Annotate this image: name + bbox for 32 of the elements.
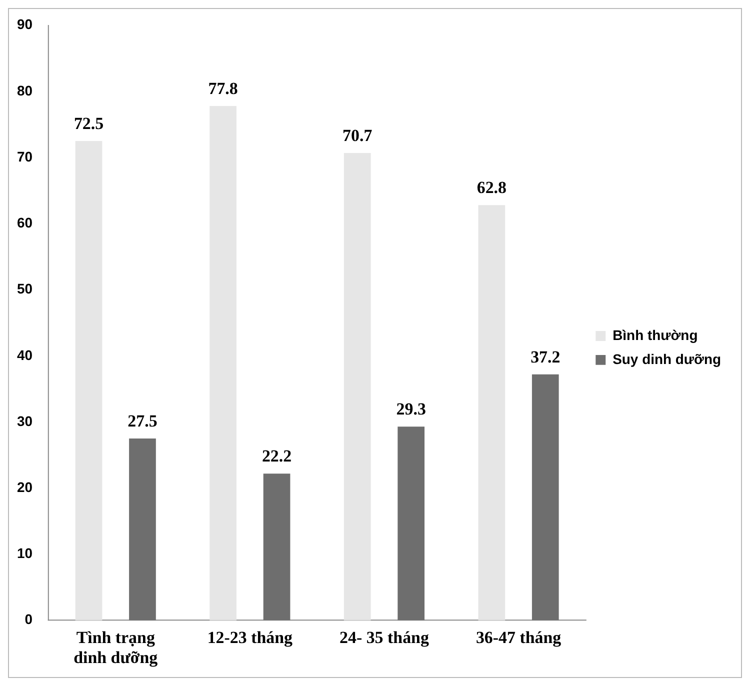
data-label: 22.2 bbox=[262, 446, 292, 466]
x-tick-label: Tình trạng dinh dưỡng bbox=[74, 628, 158, 668]
y-tick-label: 20 bbox=[16, 478, 33, 495]
x-tick-label: 12-23 tháng bbox=[207, 628, 294, 647]
y-tick-label: 0 bbox=[24, 611, 33, 628]
bar bbox=[344, 152, 371, 620]
data-label: 72.5 bbox=[74, 114, 104, 133]
y-tick-label: 30 bbox=[16, 412, 33, 429]
data-label: 37.2 bbox=[530, 347, 560, 366]
y-tick-label: 10 bbox=[16, 545, 33, 562]
x-tick-label: 36-47 tháng bbox=[476, 628, 562, 647]
bar bbox=[263, 474, 290, 620]
data-label: 27.5 bbox=[128, 411, 158, 430]
data-label: 77.8 bbox=[208, 78, 238, 98]
x-tick-label: 24- 35 tháng bbox=[340, 628, 430, 647]
bar bbox=[532, 374, 559, 620]
bar bbox=[398, 426, 425, 620]
data-label: 70.7 bbox=[342, 126, 373, 145]
y-tick-label: 80 bbox=[16, 82, 33, 98]
data-label: 62.8 bbox=[476, 178, 506, 198]
y-tick-label: 70 bbox=[16, 148, 33, 164]
bar bbox=[75, 141, 102, 620]
bar bbox=[478, 205, 506, 620]
y-tick-label: 50 bbox=[16, 280, 33, 297]
legend-label: Bình thường bbox=[612, 326, 698, 343]
y-tick-label: 60 bbox=[16, 214, 33, 231]
bar bbox=[210, 106, 236, 620]
legend-label: Suy dinh dưỡng bbox=[612, 350, 722, 367]
y-tick-label: 40 bbox=[16, 346, 33, 363]
bar bbox=[129, 438, 156, 620]
y-tick-label: 90 bbox=[16, 16, 33, 32]
data-label: 29.3 bbox=[396, 400, 426, 419]
